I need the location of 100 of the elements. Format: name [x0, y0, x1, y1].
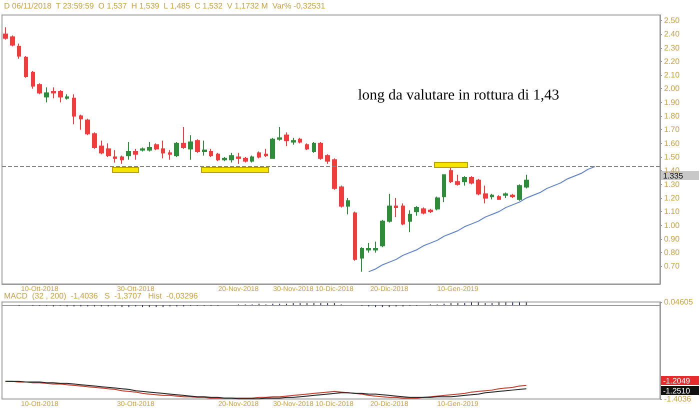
y-tick-label: 0.80	[664, 248, 680, 258]
candlestick	[209, 148, 213, 158]
candlestick	[455, 174, 460, 186]
candlestick	[58, 90, 63, 103]
candlestick	[442, 174, 446, 203]
candlestick	[483, 185, 488, 204]
y-tick-label: 0.70	[664, 262, 680, 271]
candlestick	[318, 141, 323, 160]
y-tick-label: 2.50	[664, 16, 680, 25]
y-tick-label: -1.4036	[664, 394, 692, 404]
y-tick-label: 1.90	[664, 98, 680, 107]
candlestick	[435, 196, 440, 211]
candlestick	[195, 138, 200, 154]
y-tick-label: 2.30	[664, 43, 680, 52]
candlestick	[106, 142, 111, 158]
candlestick	[277, 126, 282, 142]
candlestick	[325, 154, 330, 164]
candlestick	[284, 132, 289, 147]
candlestick	[161, 140, 165, 159]
candlestick	[394, 197, 398, 218]
candlestick	[188, 134, 193, 160]
y-tick-label: 1.10	[664, 207, 680, 216]
candlestick	[497, 194, 501, 200]
candlestick	[408, 210, 412, 233]
candlestick	[181, 126, 186, 150]
candlestick	[524, 174, 529, 189]
candlestick	[449, 166, 453, 184]
candlestick	[366, 242, 371, 254]
candlestick	[147, 141, 152, 152]
candlestick	[126, 141, 131, 160]
candlestick	[291, 137, 296, 146]
candlestick	[373, 241, 378, 254]
candlestick	[503, 192, 508, 198]
y-tick-label: 0.90	[664, 234, 680, 244]
candlestick	[79, 114, 83, 130]
candlestick	[229, 152, 234, 163]
candlestick	[517, 184, 522, 202]
y-tick-label: 1.50	[664, 152, 680, 162]
candlestick	[380, 219, 385, 248]
candlestick	[298, 137, 302, 144]
candlestick	[476, 178, 481, 196]
candlestick	[113, 150, 117, 163]
annotation: long da valutare in rottura di 1,43	[358, 88, 560, 104]
candlestick	[250, 155, 254, 163]
y-tick-label: 1.60	[664, 138, 680, 148]
candlestick	[37, 82, 42, 95]
candlestick	[305, 142, 309, 151]
y-tick-label: 1.70	[664, 125, 680, 134]
candlestick	[236, 152, 241, 164]
candlestick	[510, 193, 515, 198]
candlestick	[72, 94, 76, 125]
candlestick	[140, 146, 145, 152]
text: D 06/11/2018 T 23:59:59 O 1,537 H 1,539 L 1,485 C 1,532 V 1,1732 M Var% -0,32531	[4, 2, 326, 10]
candlestick	[120, 155, 124, 164]
y-tick-label: 2.20	[664, 56, 680, 66]
candlestick	[387, 193, 392, 224]
candlestick	[44, 86, 49, 103]
text: -1.2049	[663, 376, 691, 386]
candlestick	[10, 34, 15, 47]
candlestick	[216, 152, 220, 162]
candlestick	[401, 202, 405, 226]
candlestick	[99, 140, 104, 155]
candlestick	[312, 141, 316, 154]
y-tick-label: 1.00	[664, 220, 680, 230]
candlestick	[462, 176, 467, 186]
line-series	[368, 166, 596, 272]
y-tick-label: 0.04605	[664, 298, 694, 306]
candlestick	[51, 86, 56, 99]
candlestick	[222, 156, 227, 162]
y-tick-label: 1.20	[664, 193, 680, 202]
candlestick	[421, 207, 426, 215]
candlestick	[339, 185, 344, 208]
candlestick	[414, 206, 419, 216]
candlestick	[17, 43, 21, 60]
candlestick	[202, 140, 207, 156]
y-tick-label: 1.30	[664, 180, 680, 189]
candlestick	[168, 150, 172, 160]
candlestick	[428, 208, 433, 214]
text: 1.335	[663, 172, 684, 180]
candlestick	[257, 151, 261, 159]
candlestick	[174, 141, 179, 158]
candlestick	[133, 148, 138, 160]
candlestick	[469, 176, 474, 185]
y-tick-label: 2.00	[664, 84, 680, 94]
candlestick	[24, 55, 28, 78]
y-tick-label: 1.80	[664, 112, 680, 121]
candlestick	[92, 132, 97, 150]
candlestick	[65, 94, 69, 100]
candlestick	[243, 156, 248, 163]
text: MACD (32 , 200) -1,4036 S -1,3707 Hist -0,03296	[4, 292, 198, 300]
candlestick	[353, 211, 357, 262]
y-tick-label: 2.40	[664, 30, 680, 39]
candlestick	[264, 148, 268, 158]
candlestick	[332, 158, 337, 190]
candlestick	[270, 137, 275, 159]
candlestick	[3, 26, 8, 40]
y-tick-label: 2.10	[664, 70, 680, 80]
candlestick	[154, 142, 159, 151]
candlestick	[360, 246, 364, 272]
candlestick	[490, 193, 494, 200]
